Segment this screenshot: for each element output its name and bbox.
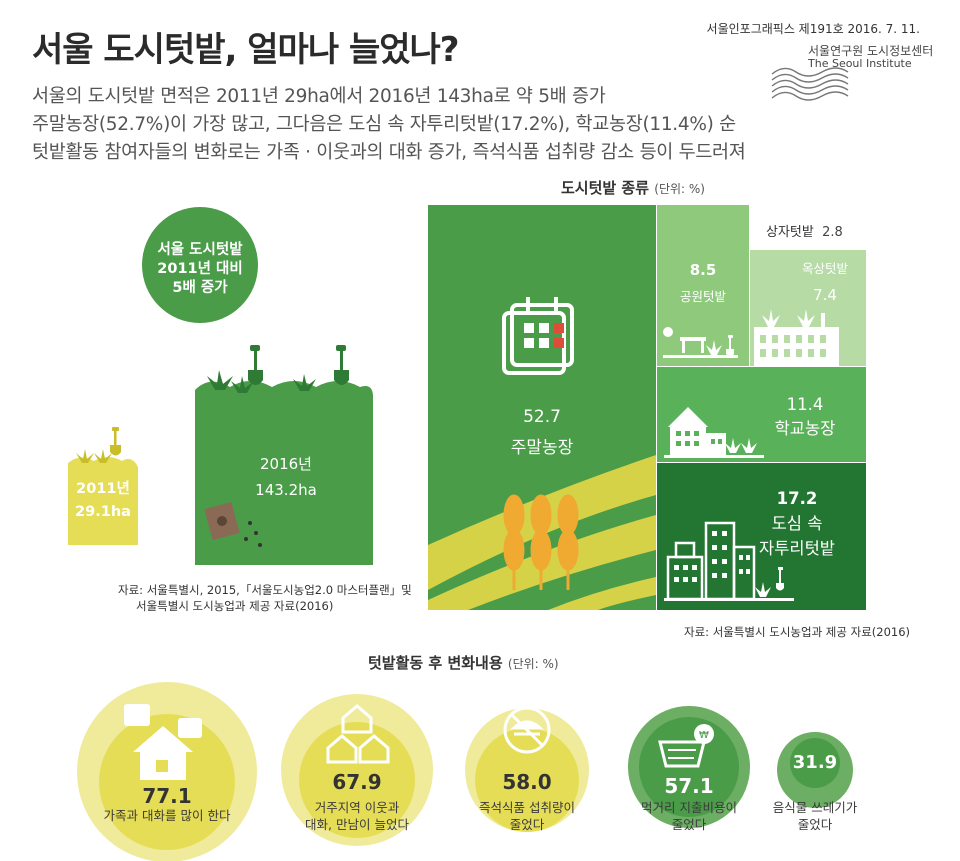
small-plant-icon [76,427,121,463]
subtitle-line-2: 주말농장(52.7%)이 가장 많고, 그다음은 도심 속 자투리텃밭(17.2… [32,114,736,135]
house-chat-icon [124,704,202,780]
rooftop-garden-label: 옥상텃밭 7.4 [790,257,860,309]
cell-downtown-garden [657,463,866,610]
treemap [428,205,866,610]
bubble-value-2: 67.9 [332,770,382,794]
school-farm-value: 11.4 [786,395,824,414]
subtitle-line-1: 서울의 도시텃밭 면적은 2011년 29ha에서 2016년 143ha로 약… [32,86,606,107]
growth-badge-text: 서울 도시텃밭 2011년 대비 5배 증가 [150,241,250,298]
bubble-value-1: 77.1 [142,784,192,808]
bubble-label-1: 가족과 대화를 많이 한다 [103,808,231,823]
bubble-inner-3 [475,728,579,832]
svg-text:₩: ₩ [699,730,709,741]
growth-source-1: 자료: 서울특별시, 2015,「서울도시농업2.0 마스터플랜」및 [118,583,412,597]
wheat-icon [503,494,579,590]
park-garden-label: 8.5 공원텃밭 [657,256,749,308]
city-windows [664,531,794,601]
rooftop-garden-name: 옥상텃밭 [801,261,848,276]
bubble-label-2-line-2: 대화, 만남이 늘었다 [305,816,409,832]
year-2011: 2011년 [76,481,130,497]
bubble-label-4-line-1: 먹거리 지출비용이 [641,800,737,815]
downtown-garden-name: 도심 속 자투리텃밭 [759,513,835,558]
bubble-label-3-line-1: 즉석식품 섭취량이 [479,800,575,815]
box-garden-label: 상자텃밭 2.8 [766,221,843,240]
subtitle-line-3: 텃밭활동 참여자들의 변화로는 가족 · 이웃과의 대화 증가, 즉석식품 섭취… [32,142,746,163]
school-farm-name: 학교농장 [774,418,836,438]
bubble-value-4: 57.1 [664,774,714,798]
issue-info: 서울인포그래픽스 제191호 2016. 7. 11. [706,22,920,36]
downtown-garden-label: 17.2 도심 속 자투리텃밭 [742,487,852,561]
bubble-label-5: 음식물 쓰레기가 줄었다 [765,800,865,834]
neighbors-icon [326,704,390,764]
no-fastfood-icon [503,706,551,754]
value-2016: 143.2ha [255,480,317,499]
growth-chart [68,207,373,565]
year-2016: 2016년 [260,455,312,473]
growth-badge [142,207,258,323]
bubble-label-4: 먹거리 지출비용이 줄었다 [629,800,749,834]
bar-2011 [68,457,138,545]
bubble-label-2-line-1: 거주지역 이웃과 [314,800,400,815]
box-garden-value: 2.8 [822,225,843,240]
label-2016: 2016년 143.2ha [236,452,336,503]
shopping-basket-icon: ₩ [658,724,714,768]
cell-box-garden [750,205,866,249]
bar-2016 [195,381,373,565]
park-garden-name: 공원텃밭 [679,288,726,304]
value-2011: 29.1ha [75,504,131,521]
park-icon [663,327,738,358]
box-garden-name: 상자텃밭 [766,225,814,240]
weekend-farm-name: 주말농장 [510,437,574,458]
calendar-icon [502,297,574,375]
activity-unit: (단위: %) [507,657,559,671]
org-name-en: The Seoul Institute [808,57,912,70]
rooftop-building-icon [754,309,839,366]
growth-source-2: 서울특별시 도시농업과 제공 자료(2016) [136,599,334,613]
shovel-icon [248,345,349,385]
downtown-garden-value: 17.2 [776,489,818,508]
rooftop-garden-value: 7.4 [813,285,837,304]
plant-icon [207,370,316,393]
treemap-title: 도시텃밭 종류 (단위: %) [561,177,705,198]
bubble-label-4-line-2: 줄었다 [671,816,707,832]
bubble-inner-1 [99,714,235,850]
park-garden-value: 8.5 [689,261,717,279]
bubble-inner-5 [790,738,840,788]
page-title: 서울 도시텃밭, 얼마나 늘었나? [32,30,460,70]
activity-title: 텃밭활동 후 변화내용 (단위: %) [368,652,559,673]
bubble-label-3-line-2: 줄었다 [509,816,545,832]
calendar-cells [524,323,564,348]
bubble-value-5: 31.9 [792,752,838,773]
seed-packet-icon [204,501,262,547]
org-name: 서울연구원 도시정보센터 [808,44,934,58]
bubble-label-5-line-1: 음식물 쓰레기가 [772,800,858,815]
treemap-unit: (단위: %) [654,182,705,196]
treemap-source: 자료: 서울특별시 도시농업과 제공 자료(2016) [684,625,911,639]
school-farm-label: 11.4 학교농장 [760,393,850,441]
bubble-value-3: 58.0 [502,770,552,794]
badge-line-2: 2011년 대비 [157,260,243,277]
bubble-label-3: 즉석식품 섭취량이 줄었다 [467,800,587,834]
activity-title-text: 텃밭활동 후 변화내용 [368,654,503,672]
bubble-label-5-line-2: 줄었다 [797,816,833,832]
activity-bubbles: ₩ [77,682,853,861]
school-windows [676,431,722,446]
treemap-title-text: 도시텃밭 종류 [561,179,650,197]
weekend-farm-value: 52.7 [523,407,561,427]
institute-logo-icon [771,67,849,101]
label-2011: 2011년 29.1ha [68,478,138,524]
badge-line-1: 서울 도시텃밭 [157,242,243,258]
bubble-label-2: 거주지역 이웃과 대화, 만남이 늘었다 [292,800,422,834]
weekend-farm-label: 52.7 주말농장 [428,402,656,463]
rooftop-windows [760,335,826,357]
badge-line-3: 5배 증가 [172,279,228,296]
